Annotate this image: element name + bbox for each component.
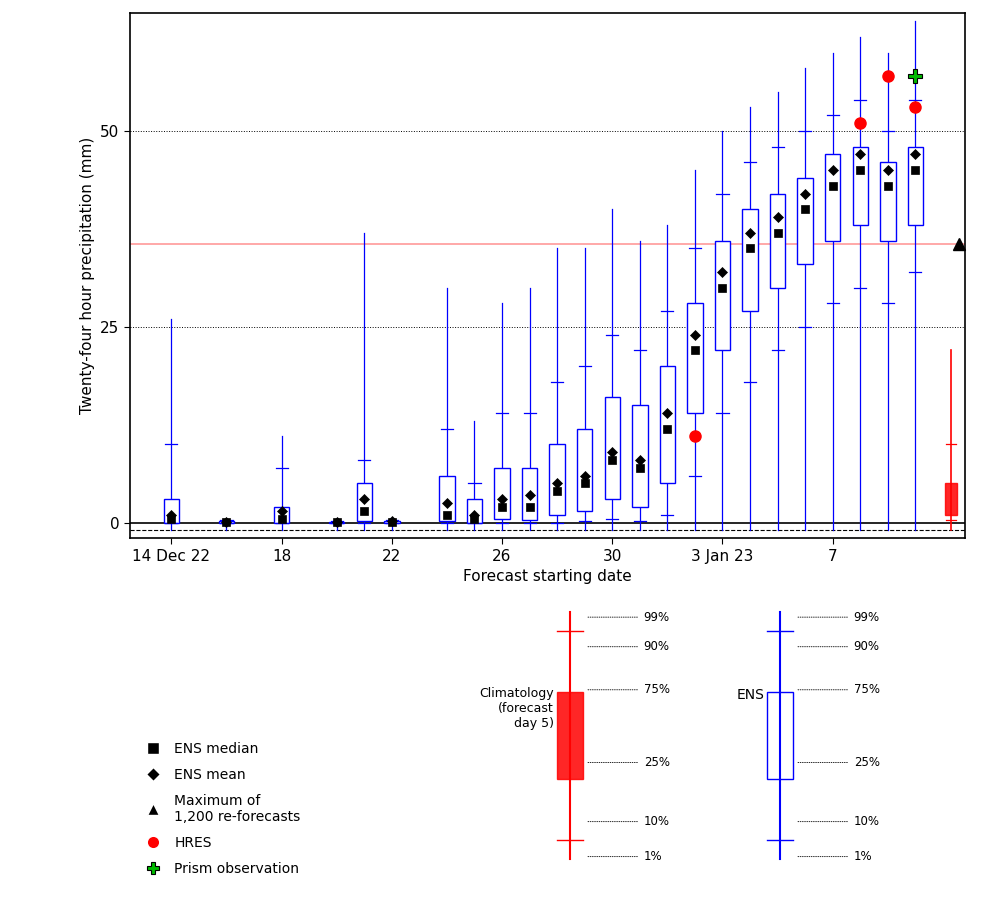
Bar xyxy=(384,521,400,523)
Bar xyxy=(164,499,179,523)
Bar xyxy=(219,521,234,523)
Bar xyxy=(494,467,510,518)
Bar xyxy=(357,483,372,521)
Bar xyxy=(825,154,840,240)
Text: Climatology
(forecast
day 5): Climatology (forecast day 5) xyxy=(479,687,554,730)
X-axis label: Forecast starting date: Forecast starting date xyxy=(463,570,632,584)
Bar xyxy=(549,444,565,515)
Text: 99%: 99% xyxy=(854,611,880,623)
Bar xyxy=(853,146,868,225)
Text: 1%: 1% xyxy=(854,850,872,863)
Bar xyxy=(605,397,620,499)
Text: 90%: 90% xyxy=(854,640,880,653)
Bar xyxy=(632,405,648,507)
Bar xyxy=(945,483,957,515)
Text: 75%: 75% xyxy=(644,684,670,696)
Bar xyxy=(557,692,583,779)
Bar xyxy=(274,507,289,523)
Bar xyxy=(908,146,923,225)
Legend: ENS median, ENS mean, Maximum of
1,200 re-forecasts, HRES, Prism observation: ENS median, ENS mean, Maximum of 1,200 r… xyxy=(137,736,306,881)
Y-axis label: Twenty-four hour precipitation (mm): Twenty-four hour precipitation (mm) xyxy=(80,137,95,414)
Bar xyxy=(742,209,758,311)
Text: 1%: 1% xyxy=(644,850,662,863)
Bar xyxy=(522,467,537,520)
Bar xyxy=(770,194,785,288)
Bar xyxy=(687,303,703,413)
Bar xyxy=(797,178,813,264)
Text: 25%: 25% xyxy=(644,756,670,769)
Bar xyxy=(660,366,675,483)
Bar xyxy=(577,429,592,510)
Text: 99%: 99% xyxy=(644,611,670,623)
Text: 25%: 25% xyxy=(854,756,880,769)
Bar xyxy=(880,162,896,240)
Text: 10%: 10% xyxy=(644,815,670,828)
Text: 75%: 75% xyxy=(854,684,880,696)
Bar xyxy=(439,475,455,521)
Bar xyxy=(715,240,730,350)
Text: 10%: 10% xyxy=(854,815,880,828)
Bar xyxy=(767,692,793,779)
Text: ENS: ENS xyxy=(736,688,764,702)
Text: 90%: 90% xyxy=(644,640,670,653)
Bar xyxy=(467,499,482,523)
